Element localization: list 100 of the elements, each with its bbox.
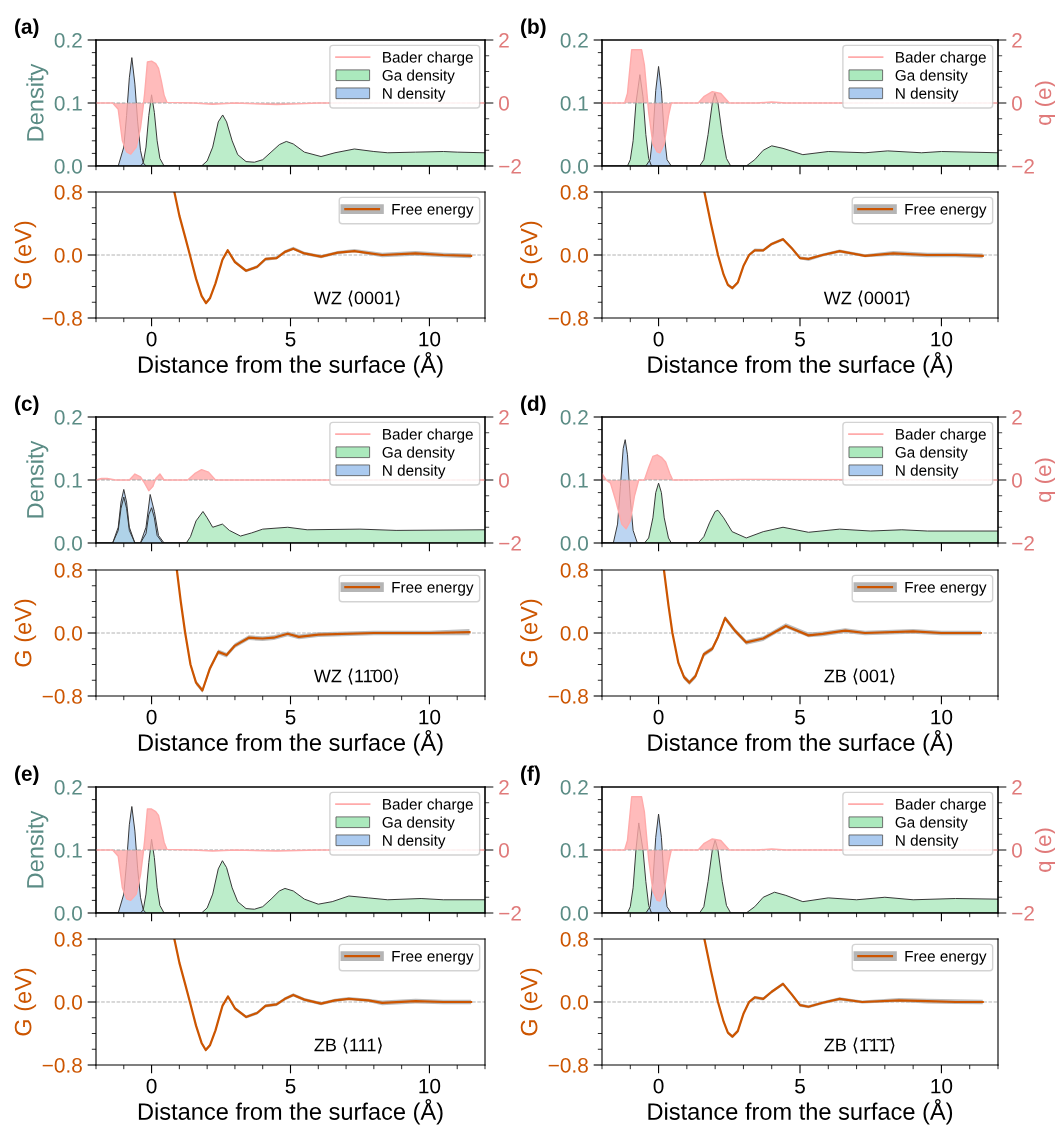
y-tick-label: −0.8: [548, 311, 588, 326]
text: (a): [15, 18, 39, 38]
y-axis-title: Density: [26, 440, 49, 518]
y2-tick-label: 0: [499, 473, 509, 488]
x-tick-label: 5: [795, 331, 805, 347]
y2-tick-label: 2: [499, 410, 509, 425]
text: (d): [521, 395, 546, 415]
y-tick-label: 0.8: [560, 932, 588, 947]
x-tick-label: 0: [146, 1078, 157, 1094]
y-tick-label: 0.0: [560, 248, 588, 263]
x-tick-label: 5: [285, 1078, 296, 1094]
x-tick-label: 0: [653, 1078, 664, 1094]
legend-label: Free energy: [905, 582, 987, 596]
y-tick-label: 0.0: [54, 248, 82, 263]
y-tick-label: 0.1: [54, 843, 82, 858]
y-tick-label: 0.8: [54, 563, 82, 578]
y2-tick-label: 2: [1012, 780, 1022, 795]
y-axis-title: G (eV): [14, 968, 37, 1036]
legend-label: Bader charge: [896, 798, 986, 813]
y-tick-label: 0.2: [54, 780, 82, 795]
annotation: ZB ⟨001⟩: [824, 668, 895, 685]
annotation: ZB ⟨111⟩: [314, 1037, 382, 1054]
x-tick-label: 0: [653, 709, 664, 725]
x-tick-label: 10: [931, 709, 953, 725]
y-tick-label: 0.0: [54, 626, 82, 641]
y-tick-label: 0.0: [54, 995, 82, 1010]
legend-label: Ga density: [382, 69, 455, 84]
y-axis-title: G (eV): [520, 968, 543, 1036]
y-axis-title: G (eV): [14, 599, 37, 667]
x-axis-title: Distance from the surface (Å): [648, 351, 953, 378]
legend-label: Ga density: [895, 69, 968, 84]
y-tick-label: 0.2: [560, 780, 588, 795]
annotation: ZB ⟨1̄1̄1̄⟩: [824, 1037, 895, 1054]
x-tick-label: 0: [653, 331, 664, 347]
annotation: WZ ⟨11̄00⟩: [313, 668, 399, 685]
legend-label: Free energy: [392, 204, 474, 218]
x-axis-title: Distance from the surface (Å): [138, 1098, 443, 1125]
y-tick-label: 0.0: [560, 536, 588, 551]
y-tick-label: −0.8: [42, 311, 82, 326]
y-axis-title: G (eV): [520, 221, 543, 289]
y-tick-label: −0.8: [42, 689, 82, 704]
x-tick-label: 0: [146, 709, 157, 725]
y-tick-label: 0.0: [54, 906, 82, 921]
y2-tick-label: −2: [499, 159, 521, 174]
legend-label: Bader charge: [383, 798, 473, 813]
legend-label: Free energy: [905, 204, 987, 218]
annotation: WZ ⟨0001̄⟩: [823, 290, 910, 307]
legend-label: Bader charge: [896, 51, 986, 66]
y-tick-label: 0.0: [560, 626, 588, 641]
y-tick-label: 0.2: [54, 410, 82, 425]
x-tick-label: 10: [419, 1078, 441, 1094]
x-axis-title: Distance from the surface (Å): [138, 729, 443, 756]
y-axis-title: Density: [26, 810, 49, 888]
y-tick-label: −0.8: [548, 689, 588, 704]
legend-label: Ga density: [895, 816, 968, 831]
y-tick-label: 0.1: [560, 96, 588, 111]
text: (b): [521, 18, 546, 38]
x-tick-label: 5: [285, 709, 296, 725]
y-tick-label: 0.0: [560, 906, 588, 921]
y-tick-label: 0.2: [560, 33, 588, 48]
x-tick-label: 10: [419, 709, 441, 725]
y2-tick-label: 2: [1012, 33, 1022, 48]
x-tick-label: 5: [795, 1078, 805, 1094]
x-tick-label: 0: [146, 331, 157, 347]
x-axis-title: Distance from the surface (Å): [648, 1098, 953, 1125]
y-axis-title: G (eV): [520, 599, 543, 667]
y2-tick-label: −2: [1012, 906, 1034, 921]
legend-label: N density: [896, 464, 959, 479]
legend-label: N density: [383, 87, 446, 102]
y-tick-label: 0.1: [54, 96, 82, 111]
y2-tick-label: −2: [499, 906, 521, 921]
y2-tick-label: 0: [1012, 843, 1022, 858]
y-tick-label: 0.8: [560, 563, 588, 578]
legend-label: Ga density: [382, 816, 455, 831]
legend-label: N density: [896, 834, 959, 849]
y2-tick-label: −2: [499, 536, 521, 551]
y-tick-label: −0.8: [548, 1058, 588, 1073]
legend-label: Free energy: [392, 951, 474, 965]
legend-label: N density: [383, 834, 446, 849]
x-tick-label: 5: [795, 709, 805, 725]
legend-label: Ga density: [382, 446, 455, 461]
y-tick-label: 0.1: [560, 843, 588, 858]
y-tick-label: 0.8: [54, 932, 82, 947]
y2-axis-title: q (e): [1034, 81, 1055, 125]
y-tick-label: 0.8: [54, 185, 82, 200]
x-tick-label: 10: [419, 331, 441, 347]
text: (e): [15, 765, 39, 785]
x-axis-title: Distance from the surface (Å): [138, 351, 443, 378]
y-tick-label: −0.8: [42, 1058, 82, 1073]
y-axis-title: Density: [26, 63, 49, 141]
legend-label: Bader charge: [896, 428, 986, 443]
legend-label: N density: [896, 87, 959, 102]
y-tick-label: 0.0: [560, 995, 588, 1010]
x-axis-title: Distance from the surface (Å): [648, 729, 953, 756]
y2-axis-title: q (e): [1034, 828, 1055, 872]
x-tick-label: 10: [931, 1078, 953, 1094]
legend-label: Free energy: [905, 951, 987, 965]
y2-tick-label: 2: [1012, 410, 1022, 425]
legend-label: Bader charge: [383, 51, 473, 66]
y2-tick-label: 2: [499, 780, 509, 795]
